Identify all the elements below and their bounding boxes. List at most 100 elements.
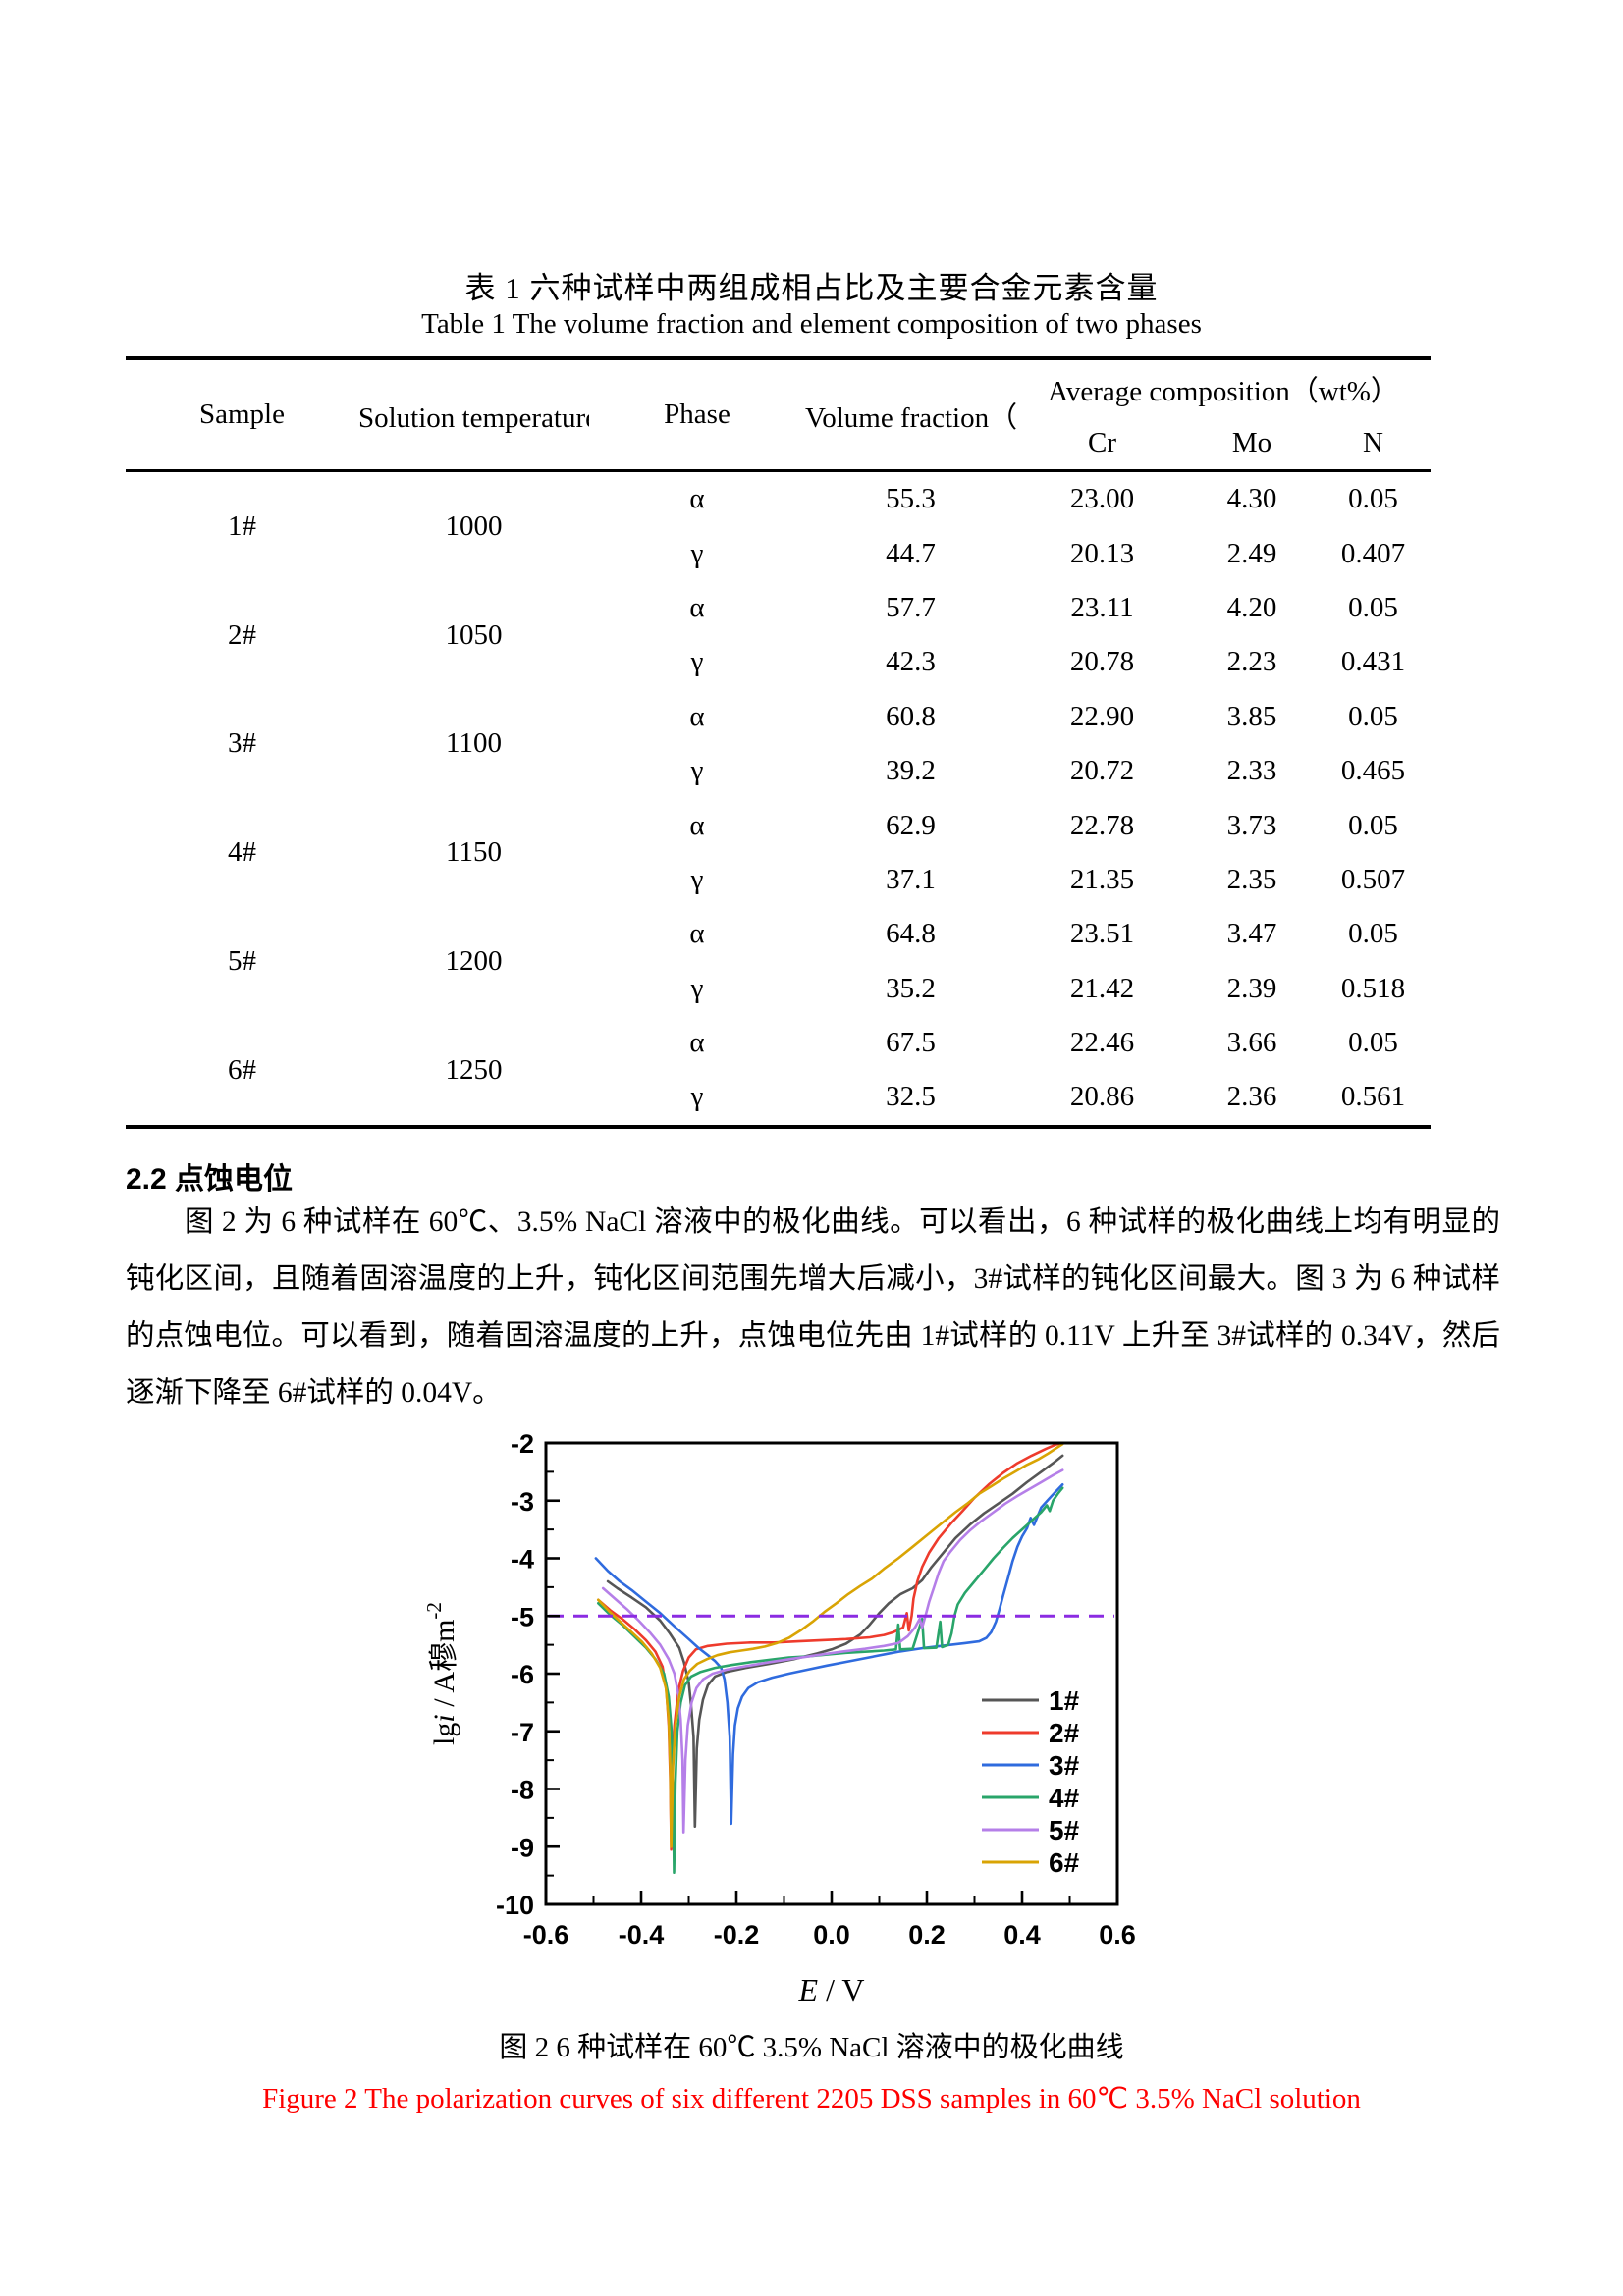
- n-cell: 0.05: [1348, 918, 1398, 950]
- table-row: 3# 1100 α 60.8 22.90 3.85 0.05: [126, 690, 1431, 760]
- table-row: γ 42.3 20.78 2.23 0.431: [126, 635, 1431, 689]
- temperature-cell: 1200: [445, 945, 503, 978]
- x-tick-label: 0.0: [813, 1920, 850, 1949]
- cr-cell: 22.46: [1069, 1027, 1135, 1059]
- x-tick-label: -0.4: [619, 1920, 665, 1949]
- volume-fraction-cell: 62.9: [886, 809, 936, 841]
- table-row: γ 37.1 21.35 2.35 0.507: [126, 853, 1431, 907]
- phase-cell: α: [689, 918, 705, 950]
- col-header-cr: Cr: [1088, 426, 1116, 458]
- n-cell: 0.507: [1340, 863, 1406, 895]
- volume-fraction-cell: 42.3: [886, 646, 936, 678]
- mo-cell: 2.35: [1226, 863, 1277, 895]
- y-tick-label: -10: [496, 1891, 534, 1920]
- phase-cell: γ: [690, 537, 704, 569]
- sample-cell: 3#: [228, 727, 256, 760]
- phase-cell: γ: [690, 646, 704, 678]
- figure-2: -0.6 -0.4 -0.2 0.0 0.2 0.4 0.6 -10 -9 -8 -7 -6 -5 -4 -…: [363, 1414, 1247, 2017]
- sample-cell: 4#: [228, 836, 256, 869]
- cr-cell: 21.42: [1069, 972, 1135, 1004]
- phase-cell: γ: [690, 863, 704, 895]
- legend-label-2#: 2#: [1049, 1718, 1080, 1748]
- plot-border: [544, 1441, 1119, 1906]
- phase-cell: α: [689, 591, 705, 623]
- y-tick-label: -5: [511, 1602, 534, 1631]
- y-tick-label: -2: [511, 1429, 534, 1459]
- n-cell: 0.05: [1348, 1027, 1398, 1059]
- col-header-sample: Sample: [199, 399, 285, 430]
- cr-cell: 22.78: [1069, 809, 1135, 841]
- cr-cell: 20.72: [1069, 755, 1135, 787]
- table-row: γ 39.2 20.72 2.33 0.465: [126, 744, 1431, 798]
- legend-label-4#: 4#: [1049, 1783, 1080, 1813]
- volume-fraction-cell: 37.1: [886, 863, 936, 895]
- mo-cell: 4.30: [1226, 483, 1277, 515]
- table-row: 2# 1050 α 57.7 23.11 4.20 0.05: [126, 581, 1431, 651]
- phase-cell: γ: [690, 1081, 704, 1113]
- volume-fraction-cell: 57.7: [886, 591, 936, 623]
- composition-table: Sample Solution temperature（℃） Phase Vol…: [126, 356, 1432, 1129]
- mo-cell: 2.33: [1226, 755, 1277, 787]
- temperature-cell: 1100: [446, 727, 502, 760]
- sample-cell: 5#: [228, 945, 256, 978]
- n-cell: 0.561: [1340, 1081, 1406, 1113]
- x-axis-label: E / V: [798, 1972, 865, 2007]
- sample-cell: 2#: [228, 618, 256, 651]
- volume-fraction-cell: 32.5: [886, 1081, 936, 1113]
- sample-cell: 6#: [228, 1053, 256, 1086]
- mo-cell: 3.66: [1226, 1027, 1277, 1059]
- temperature-cell: 1050: [445, 618, 503, 651]
- col-header-volume-fraction: Volume fraction（%）: [805, 401, 1016, 434]
- temperature-cell: 1000: [445, 509, 503, 542]
- y-tick-label: -8: [511, 1776, 534, 1805]
- mo-cell: 2.49: [1226, 537, 1277, 569]
- n-cell: 0.431: [1340, 646, 1406, 678]
- x-tick-label: -0.6: [523, 1920, 569, 1949]
- volume-fraction-cell: 67.5: [886, 1027, 936, 1059]
- col-header-avg-composition: Average composition（wt%）: [1048, 375, 1399, 407]
- temperature-cell: 1150: [446, 836, 502, 869]
- legend-label-1#: 1#: [1049, 1685, 1080, 1716]
- table-row: 4# 1150 α 62.9 22.78 3.73 0.05: [126, 798, 1431, 869]
- n-cell: 0.05: [1348, 809, 1398, 841]
- mo-cell: 4.20: [1226, 591, 1277, 623]
- n-cell: 0.05: [1348, 700, 1398, 732]
- mo-cell: 3.73: [1226, 809, 1277, 841]
- legend-label-3#: 3#: [1049, 1750, 1080, 1781]
- mo-cell: 2.36: [1226, 1081, 1277, 1113]
- n-cell: 0.465: [1340, 755, 1406, 787]
- mo-cell: 2.39: [1226, 972, 1277, 1004]
- table-row: 1# 1000 α 55.3 23.00 4.30 0.05: [126, 471, 1431, 542]
- y-tick-label: -7: [511, 1718, 534, 1747]
- cr-cell: 22.90: [1069, 700, 1135, 732]
- legend-label-5#: 5#: [1049, 1815, 1080, 1845]
- phase-cell: α: [689, 483, 705, 515]
- volume-fraction-cell: 39.2: [886, 755, 936, 787]
- volume-fraction-cell: 35.2: [886, 972, 936, 1004]
- phase-cell: α: [689, 700, 705, 732]
- phase-cell: γ: [690, 972, 704, 1004]
- y-tick-label: -3: [511, 1487, 534, 1517]
- col-header-n: N: [1363, 426, 1383, 458]
- table-row: 5# 1200 α 64.8 23.51 3.47 0.05: [126, 907, 1431, 977]
- table-title-en: Table 1 The volume fraction and element …: [421, 308, 1202, 340]
- mo-cell: 3.47: [1226, 918, 1277, 950]
- x-tick-label: 0.4: [1003, 1920, 1041, 1949]
- table-row: γ 32.5 20.86 2.36 0.561: [126, 1070, 1431, 1126]
- cr-cell: 20.86: [1069, 1081, 1135, 1113]
- chart-series-3#: [594, 1483, 1064, 1826]
- chart-series-2#: [597, 1441, 1064, 1851]
- table-row: 6# 1250 α 67.5 22.46 3.66 0.05: [126, 1016, 1431, 1086]
- n-cell: 0.407: [1340, 537, 1406, 569]
- y-tick-label: -4: [511, 1545, 534, 1575]
- col-header-phase: Phase: [664, 399, 730, 430]
- volume-fraction-cell: 64.8: [886, 918, 936, 950]
- chart-series-6#: [597, 1442, 1064, 1848]
- chart-series-4#: [597, 1486, 1064, 1875]
- phase-cell: γ: [690, 755, 704, 787]
- n-cell: 0.05: [1348, 591, 1398, 623]
- x-tick-label: 0.6: [1099, 1920, 1136, 1949]
- sample-cell: 1#: [228, 509, 256, 542]
- n-cell: 0.518: [1340, 972, 1406, 1004]
- figure-caption-en: Figure 2 The polarization curves of six …: [262, 2083, 1361, 2114]
